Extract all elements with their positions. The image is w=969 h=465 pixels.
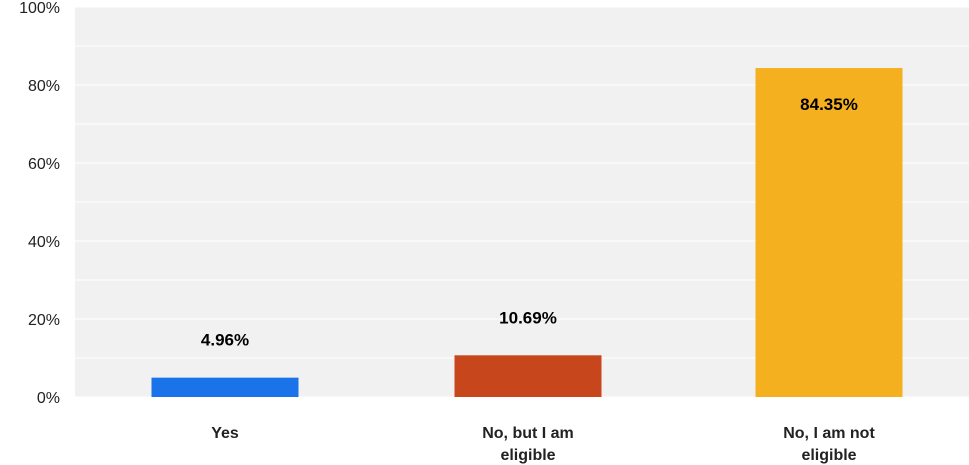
y-tick-label: 80% xyxy=(28,78,60,95)
y-tick-label: 20% xyxy=(28,312,60,329)
y-tick-label: 40% xyxy=(28,234,60,251)
data-labels: 4.96% 10.69% 84.35% xyxy=(201,95,858,350)
bar xyxy=(454,355,602,397)
bars xyxy=(151,68,903,397)
category-label: eligible xyxy=(801,447,856,464)
category-labels: Yes No, but I am eligible No, I am not eligi… xyxy=(211,425,875,464)
y-tick-label: 60% xyxy=(28,156,60,173)
category-label: Yes xyxy=(211,425,239,442)
data-label: 4.96% xyxy=(201,331,249,350)
category-label: No, I am not xyxy=(783,425,875,442)
bar xyxy=(151,377,299,397)
data-label: 10.69% xyxy=(499,308,557,327)
category-label: No, but I am xyxy=(482,425,574,442)
y-axis-ticks: 0% 20% 40% 60% 80% 100% xyxy=(19,0,60,407)
data-label: 84.35% xyxy=(800,95,858,114)
y-tick-label: 0% xyxy=(37,390,60,407)
y-tick-label: 100% xyxy=(19,0,60,17)
bar xyxy=(755,68,903,397)
category-label: eligible xyxy=(500,447,555,464)
